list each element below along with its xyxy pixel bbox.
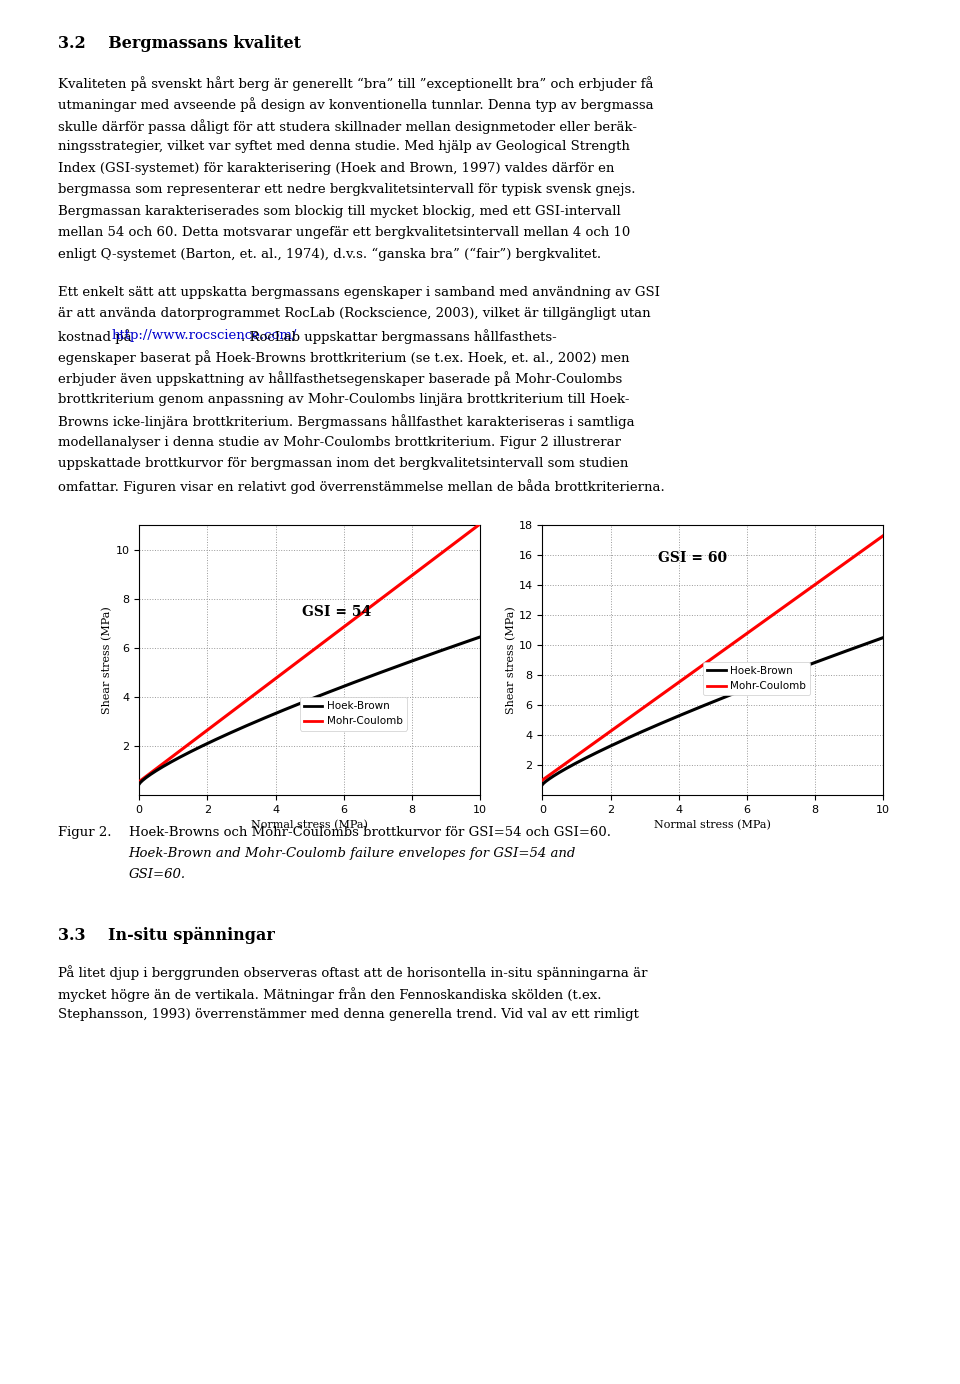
Text: mellan 54 och 60. Detta motsvarar ungefär ett bergkvalitetsintervall mellan 4 oc: mellan 54 och 60. Detta motsvarar ungefä… — [58, 226, 630, 239]
Text: Ett enkelt sätt att uppskatta bergmassans egenskaper i samband med användning av: Ett enkelt sätt att uppskatta bergmassan… — [58, 285, 660, 299]
Text: GSI = 60: GSI = 60 — [658, 551, 727, 565]
Y-axis label: Shear stress (MPa): Shear stress (MPa) — [506, 606, 516, 714]
Text: uppskattade brottkurvor för bergmassan inom det bergkvalitetsintervall som studi: uppskattade brottkurvor för bergmassan i… — [58, 457, 628, 471]
Y-axis label: Shear stress (MPa): Shear stress (MPa) — [103, 606, 112, 714]
Text: brottkriterium genom anpassning av Mohr-Coulombs linjära brottkriterium till Hoe: brottkriterium genom anpassning av Mohr-… — [58, 393, 629, 406]
X-axis label: Normal stress (MPa): Normal stress (MPa) — [252, 821, 368, 830]
Text: Index (GSI-systemet) för karakterisering (Hoek and Brown, 1997) valdes därför en: Index (GSI-systemet) för karakterisering… — [58, 162, 614, 174]
Text: modellanalyser i denna studie av Mohr-Coulombs brottkriterium. Figur 2 illustrer: modellanalyser i denna studie av Mohr-Co… — [58, 436, 620, 448]
Text: På litet djup i berggrunden observeras oftast att de horisontella in-situ spänni: På litet djup i berggrunden observeras o… — [58, 965, 647, 980]
Text: skulle därför passa dåligt för att studera skillnader mellan designmetoder eller: skulle därför passa dåligt för att stude… — [58, 119, 636, 134]
Text: Bergmassan karakteriserades som blockig till mycket blockig, med ett GSI-interva: Bergmassan karakteriserades som blockig … — [58, 205, 620, 217]
Text: utmaningar med avseende på design av konventionella tunnlar. Denna typ av bergma: utmaningar med avseende på design av kon… — [58, 98, 653, 112]
Legend: Hoek-Brown, Mohr-Coulomb: Hoek-Brown, Mohr-Coulomb — [300, 698, 407, 731]
X-axis label: Normal stress (MPa): Normal stress (MPa) — [655, 821, 771, 830]
Text: 3.3    In-situ spänningar: 3.3 In-situ spänningar — [58, 926, 275, 944]
Text: . RocLab uppskattar bergmassans hållfasthets-: . RocLab uppskattar bergmassans hållfast… — [241, 328, 556, 343]
Legend: Hoek-Brown, Mohr-Coulomb: Hoek-Brown, Mohr-Coulomb — [703, 662, 810, 695]
Text: bergmassa som representerar ett nedre bergkvalitetsintervall för typisk svensk g: bergmassa som representerar ett nedre be… — [58, 183, 636, 197]
Text: Hoek-Brown and Mohr-Coulomb failure envelopes for GSI=54 and: Hoek-Brown and Mohr-Coulomb failure enve… — [129, 847, 576, 859]
Text: kostnad på: kostnad på — [58, 328, 135, 343]
Text: 3.2    Bergmassans kvalitet: 3.2 Bergmassans kvalitet — [58, 35, 300, 51]
Text: ningsstrategier, vilket var syftet med denna studie. Med hjälp av Geological Str: ningsstrategier, vilket var syftet med d… — [58, 140, 630, 154]
Text: omfattar. Figuren visar en relativt god överrenstämmelse mellan de båda brottkri: omfattar. Figuren visar en relativt god … — [58, 479, 664, 494]
Text: http://www.rocscience.com/: http://www.rocscience.com/ — [112, 328, 298, 342]
Text: Hoek-Browns och Mohr-Coulombs brottkurvor för GSI=54 och GSI=60.: Hoek-Browns och Mohr-Coulombs brottkurvo… — [129, 825, 611, 839]
Text: Stephansson, 1993) överrenstämmer med denna generella trend. Vid val av ett riml: Stephansson, 1993) överrenstämmer med de… — [58, 1008, 638, 1021]
Text: mycket högre än de vertikala. Mätningar från den Fennoskandiska skölden (t.ex.: mycket högre än de vertikala. Mätningar … — [58, 987, 601, 1002]
Text: är att använda datorprogrammet RocLab (Rockscience, 2003), vilket är tillgänglig: är att använda datorprogrammet RocLab (R… — [58, 307, 650, 320]
Text: Figur 2.: Figur 2. — [58, 825, 111, 839]
Text: enligt Q-systemet (Barton, et. al., 1974), d.v.s. “ganska bra” (“fair”) bergkval: enligt Q-systemet (Barton, et. al., 1974… — [58, 248, 601, 262]
Text: GSI = 54: GSI = 54 — [302, 605, 372, 619]
Text: egenskaper baserat på Hoek-Browns brottkriterium (se t.ex. Hoek, et. al., 2002) : egenskaper baserat på Hoek-Browns brottk… — [58, 350, 629, 365]
Text: Browns icke-linjära brottkriterium. Bergmassans hållfasthet karakteriseras i sam: Browns icke-linjära brottkriterium. Berg… — [58, 414, 635, 429]
Text: Kvaliteten på svenskt hårt berg är generellt “bra” till ”exceptionellt bra” och : Kvaliteten på svenskt hårt berg är gener… — [58, 76, 653, 91]
Text: GSI=60.: GSI=60. — [129, 868, 186, 882]
Text: erbjuder även uppskattning av hållfasthetsegenskaper baserade på Mohr-Coulombs: erbjuder även uppskattning av hållfasthe… — [58, 371, 622, 386]
